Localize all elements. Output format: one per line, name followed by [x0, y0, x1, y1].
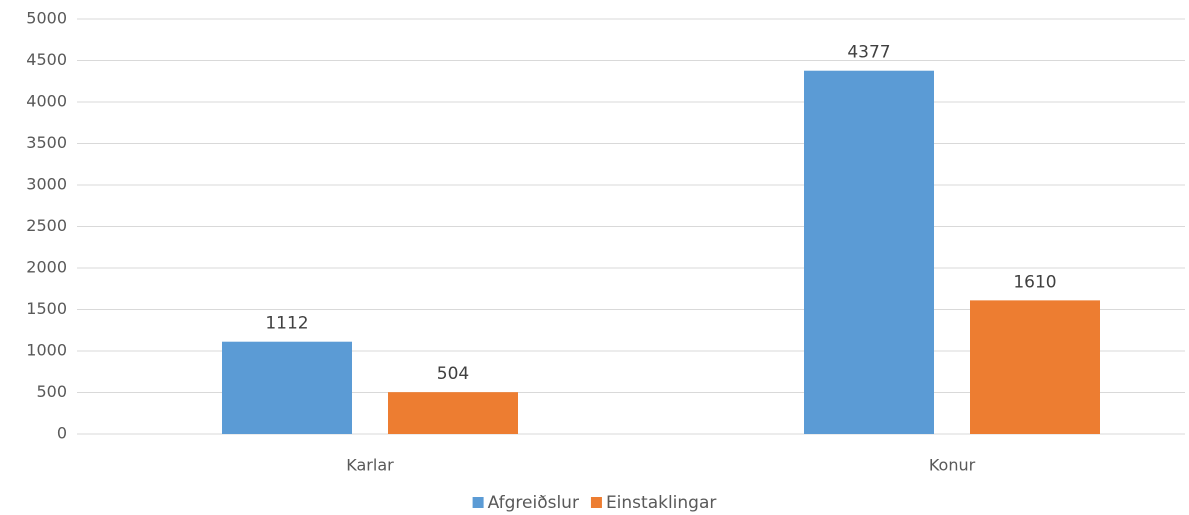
y-tick-label: 3500	[26, 133, 67, 152]
bar	[222, 341, 352, 434]
legend-item: Afgreiðslur	[472, 493, 579, 513]
y-tick-label: 5000	[26, 9, 67, 28]
y-tick-label: 4500	[26, 50, 67, 69]
data-label: 504	[437, 364, 469, 384]
y-tick-label: 2500	[26, 216, 67, 235]
legend-label: Einstaklingar	[606, 493, 716, 513]
bar	[804, 70, 934, 435]
data-label: 1610	[1013, 272, 1056, 292]
y-tick-label: 500	[36, 382, 67, 401]
y-tick-label: 4000	[26, 92, 67, 111]
y-tick-label: 0	[57, 424, 67, 443]
y-tick-label: 1500	[26, 299, 67, 318]
y-tick-label: 2000	[26, 258, 67, 277]
legend-item: Einstaklingar	[590, 493, 716, 513]
x-tick-label: Karlar	[346, 456, 394, 475]
y-tick-label: 1000	[26, 341, 67, 360]
legend-swatch	[472, 497, 484, 508]
legend-label: Afgreiðslur	[488, 493, 579, 513]
y-tick-label: 3000	[26, 175, 67, 194]
x-tick-label: Konur	[929, 456, 976, 475]
legend-swatch	[590, 497, 602, 508]
bar	[970, 300, 1100, 434]
data-label: 1112	[265, 314, 308, 334]
bar	[388, 392, 518, 434]
data-label: 4377	[847, 43, 890, 63]
